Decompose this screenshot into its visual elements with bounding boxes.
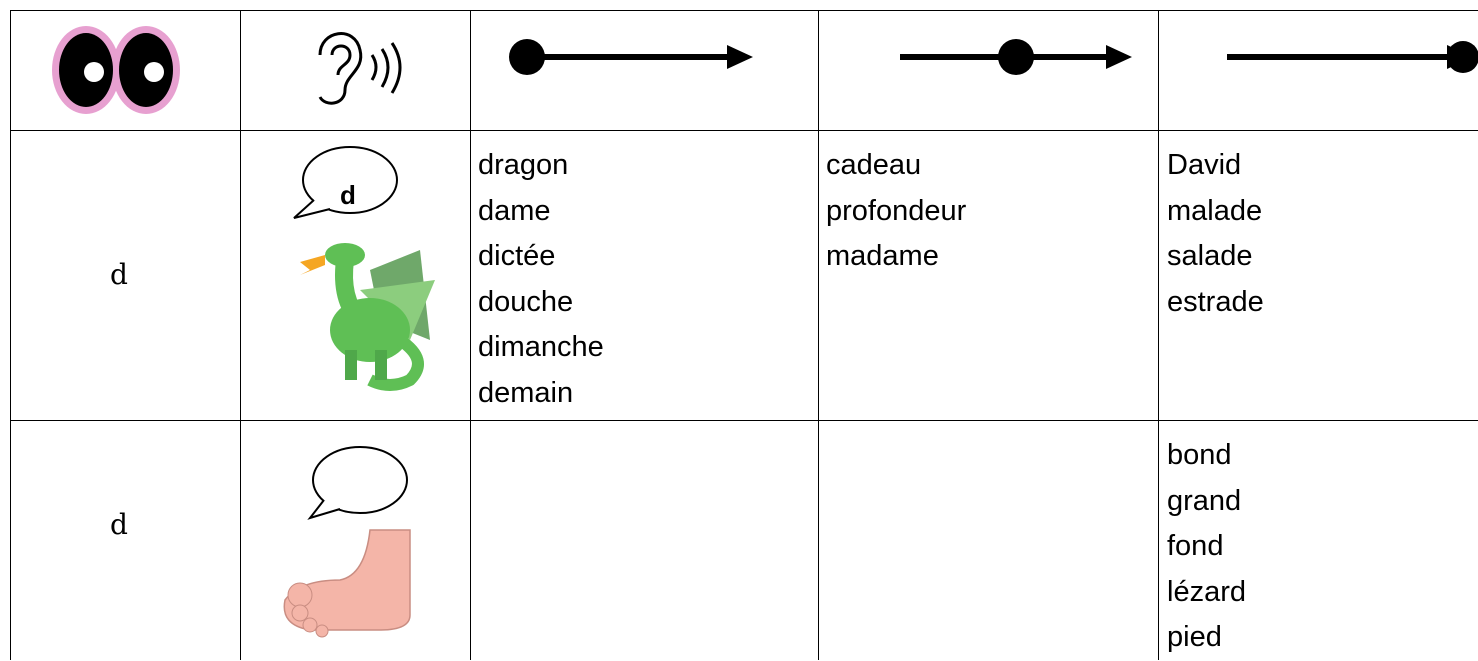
grapheme: d xyxy=(110,508,128,541)
eyes-icon xyxy=(52,26,180,114)
speech-bubble xyxy=(293,146,398,219)
word: madame xyxy=(826,240,939,272)
word: pied xyxy=(1167,621,1222,653)
word: dictée xyxy=(478,240,556,272)
column-divider xyxy=(10,10,11,660)
word: estrade xyxy=(1167,285,1264,318)
arrow-end-icon xyxy=(1227,41,1478,73)
ear-icon xyxy=(318,32,402,105)
grapheme: d xyxy=(110,258,128,291)
word-list: David malade salade estrade xyxy=(1167,143,1264,325)
speech-bubble xyxy=(307,446,408,520)
row-divider xyxy=(10,420,1478,421)
word-list: cadeau profondeur madame xyxy=(826,143,966,280)
word: dame xyxy=(478,194,551,227)
column-divider xyxy=(818,10,819,660)
table-border xyxy=(10,10,1478,11)
dragon-image xyxy=(300,243,435,391)
word: profondeur xyxy=(826,194,967,227)
word: demain xyxy=(478,376,574,409)
word: cadeau xyxy=(826,149,922,181)
arrow-start-icon xyxy=(509,39,753,75)
word-list: dragon dame dictée douche dimanche demain xyxy=(478,143,604,416)
column-divider xyxy=(1158,10,1159,660)
word-list: bond grand fond lézard pied xyxy=(1167,433,1246,661)
word: malade xyxy=(1167,194,1263,227)
word: bond xyxy=(1167,439,1232,471)
word: dragon xyxy=(478,149,569,181)
column-divider xyxy=(470,10,471,660)
word: fond xyxy=(1167,530,1224,562)
word: dimanche xyxy=(478,331,604,363)
word: grand xyxy=(1167,484,1242,517)
foot-image xyxy=(283,529,411,638)
word: lézard xyxy=(1167,575,1246,608)
word: David xyxy=(1167,149,1242,181)
word: salade xyxy=(1167,240,1253,272)
word: douche xyxy=(478,285,574,318)
arrow-middle-icon xyxy=(900,39,1132,75)
bubble-letter: d xyxy=(340,180,356,210)
row-divider xyxy=(10,130,1478,131)
column-divider xyxy=(240,10,241,660)
